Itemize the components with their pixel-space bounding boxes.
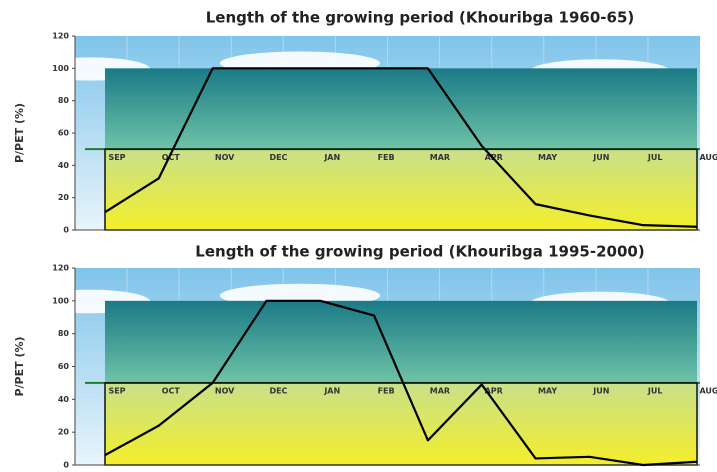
- month-label: JAN: [323, 387, 340, 396]
- month-label: NOV: [215, 387, 235, 396]
- month-label: AUG: [699, 153, 717, 162]
- month-label: MAR: [430, 153, 450, 162]
- month-label: JUL: [647, 387, 663, 396]
- month-label: AUG: [699, 387, 717, 396]
- chart-title: Length of the growing period (Khouribga …: [195, 243, 644, 261]
- y-tick-label: 100: [52, 64, 69, 73]
- y-tick-label: 60: [58, 129, 70, 138]
- month-label: JAN: [323, 153, 340, 162]
- y-tick-label: 20: [58, 193, 70, 202]
- month-label: NOV: [215, 153, 235, 162]
- month-label: OCT: [162, 387, 181, 396]
- month-label: MAR: [430, 387, 450, 396]
- y-tick-label: 60: [58, 362, 70, 371]
- y-axis-label: P/PET (%): [13, 103, 26, 163]
- month-label: FEB: [378, 153, 395, 162]
- month-label: JUL: [647, 153, 663, 162]
- month-label: SEP: [108, 153, 125, 162]
- month-label: SEP: [108, 387, 125, 396]
- month-label: DEC: [269, 153, 287, 162]
- y-tick-label: 120: [52, 32, 69, 41]
- y-tick-label: 0: [63, 226, 69, 235]
- month-label: MAY: [538, 387, 557, 396]
- y-tick-label: 120: [52, 264, 69, 273]
- month-label: MAY: [538, 153, 557, 162]
- y-axis-label: P/PET (%): [13, 336, 26, 396]
- month-label: DEC: [269, 387, 287, 396]
- month-label: JUN: [592, 387, 609, 396]
- y-tick-label: 100: [52, 296, 69, 305]
- y-tick-label: 20: [58, 428, 70, 437]
- y-tick-label: 40: [58, 395, 70, 404]
- y-tick-label: 0: [63, 461, 69, 469]
- y-tick-label: 80: [58, 329, 70, 338]
- y-tick-label: 40: [58, 161, 70, 170]
- page: Length of the growing period (Khouribga …: [0, 0, 717, 468]
- chart-title: Length of the growing period (Khouribga …: [206, 9, 635, 27]
- month-label: FEB: [378, 387, 395, 396]
- upper-band: [105, 301, 697, 383]
- y-tick-label: 80: [58, 96, 70, 105]
- month-label: JUN: [592, 153, 609, 162]
